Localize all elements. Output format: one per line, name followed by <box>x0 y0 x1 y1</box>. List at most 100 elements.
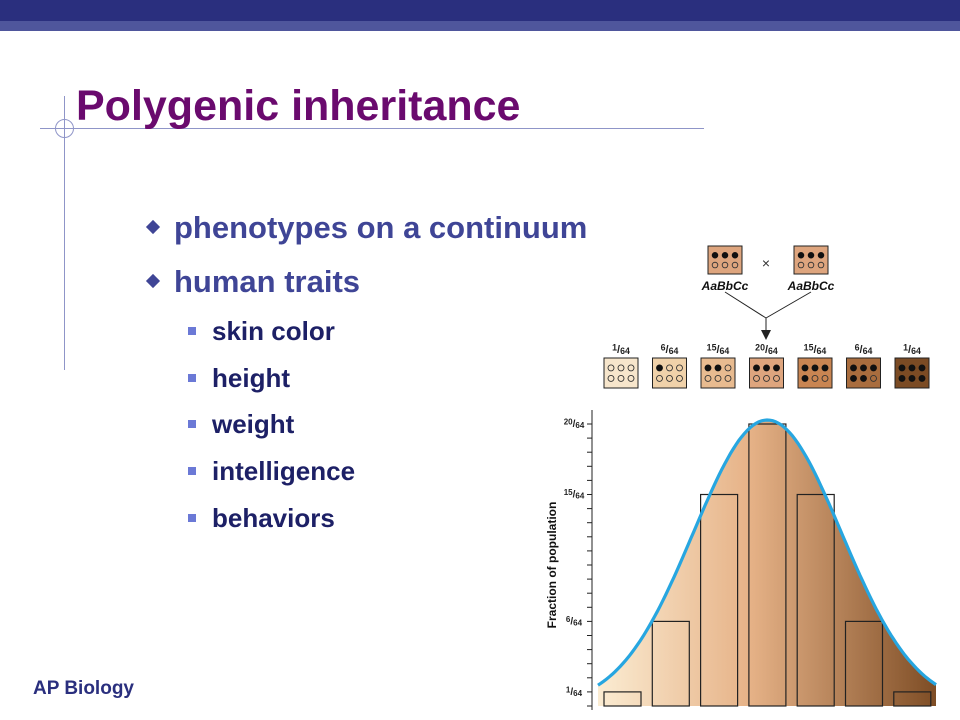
fraction-label: 15/64 <box>707 342 730 356</box>
sub-bullet-text: weight <box>212 409 295 439</box>
genotype-box <box>707 245 743 275</box>
bullet-item: human traits <box>145 264 360 300</box>
fraction-label: 6/64 <box>855 342 873 356</box>
dark-allele-dot <box>817 251 825 259</box>
dark-allele-dot <box>918 374 926 382</box>
sub-bullet-item: weight <box>188 409 294 440</box>
fraction-numerator: 1 <box>566 685 571 694</box>
sub-bullet-text: height <box>212 363 290 393</box>
light-allele-dot <box>617 374 625 382</box>
dark-allele-dot <box>908 374 916 382</box>
genotype-box <box>797 357 833 389</box>
fraction-slash: / <box>617 344 620 356</box>
dark-allele-dot <box>656 364 663 372</box>
fraction-denominator: 64 <box>573 689 582 698</box>
fraction-label: 20/64 <box>564 418 585 431</box>
fraction-slash: / <box>765 344 768 356</box>
fraction-slash: / <box>570 616 573 627</box>
dark-allele-dot <box>821 364 829 372</box>
fraction-slash: / <box>860 344 863 356</box>
fraction-numerator: 1 <box>612 342 617 352</box>
diamond-bullet-icon <box>145 273 161 288</box>
fraction-numerator: 20 <box>564 418 573 427</box>
light-allele-dot <box>753 374 760 382</box>
histogram-bar <box>651 620 690 707</box>
top-bar <box>0 0 960 21</box>
fraction-denominator: 64 <box>573 618 582 627</box>
sub-bullet-text: behaviors <box>212 503 335 533</box>
decor-vertical-line <box>64 96 65 370</box>
light-allele-dot <box>704 374 712 382</box>
dark-allele-dot <box>711 251 719 259</box>
dark-allele-dot <box>731 251 739 259</box>
fraction-numerator: 6 <box>566 615 571 624</box>
fraction-slash: / <box>666 344 669 356</box>
fraction-numerator: 1 <box>903 342 908 352</box>
fraction-label: 15/64 <box>564 488 585 501</box>
fraction-denominator: 64 <box>575 421 584 430</box>
fraction-label: 1/64 <box>612 342 630 356</box>
dark-allele-dot <box>797 251 805 259</box>
parental-cross: AaBbCc AaBbCc × <box>701 245 835 340</box>
light-allele-dot <box>763 374 770 382</box>
fraction-slash: / <box>573 419 576 430</box>
light-allele-dot <box>870 374 877 382</box>
light-allele-dot <box>797 261 805 269</box>
square-bullet-icon <box>188 514 196 523</box>
light-allele-dot <box>714 374 722 382</box>
genotype-box-bg <box>846 357 881 389</box>
dark-allele-dot <box>908 364 916 372</box>
fraction-label: 1/64 <box>903 342 921 356</box>
square-bullet-icon <box>188 374 196 383</box>
light-allele-dot <box>731 261 739 269</box>
dark-allele-dot <box>898 364 906 372</box>
histogram-bar <box>603 691 642 707</box>
sub-bullet-item: intelligence <box>188 456 355 487</box>
genotype-box-bg <box>652 357 687 389</box>
dark-allele-dot <box>860 364 867 372</box>
histogram-bar <box>893 691 932 707</box>
dark-allele-dot <box>807 251 815 259</box>
fraction-numerator: 20 <box>755 342 765 352</box>
fraction-slash: / <box>716 344 719 356</box>
offspring-row: 1/64 6/64 15/64 20/64 15/64 6/64 1/64 <box>603 342 930 389</box>
genotype-box <box>894 357 930 389</box>
light-allele-dot <box>666 374 673 382</box>
histogram-bar <box>796 493 835 707</box>
sub-bullet-text: skin color <box>212 316 335 346</box>
light-allele-dot <box>656 374 663 382</box>
dark-allele-dot <box>714 364 722 372</box>
genotype-box <box>603 357 639 389</box>
light-allele-dot <box>724 364 732 372</box>
top-bar-stripe <box>0 21 960 31</box>
fraction-label: 6/64 <box>566 615 583 628</box>
fraction-numerator: 15 <box>804 342 814 352</box>
diamond-bullet-icon <box>145 219 161 234</box>
light-allele-dot <box>721 261 729 269</box>
fraction-numerator: 6 <box>855 342 860 352</box>
decor-horizontal-line <box>40 128 704 129</box>
dark-allele-dot <box>850 364 857 372</box>
genotype-box-bg <box>894 357 930 389</box>
light-allele-dot <box>821 374 829 382</box>
dark-allele-dot <box>753 364 760 372</box>
dark-allele-dot <box>801 364 809 372</box>
light-allele-dot <box>627 374 635 382</box>
fraction-label: 20/64 <box>755 342 778 356</box>
genotype-box-bg <box>797 357 833 389</box>
fraction-denominator: 64 <box>669 346 679 356</box>
histogram-bar <box>844 620 884 707</box>
light-allele-dot <box>811 374 819 382</box>
cross-symbol: × <box>762 255 770 271</box>
square-bullet-icon <box>188 327 196 336</box>
dark-allele-dot <box>860 374 867 382</box>
fraction-label: 15/64 <box>804 342 827 356</box>
genotype-box <box>793 245 829 275</box>
dark-allele-dot <box>721 251 729 259</box>
fraction-denominator: 64 <box>863 346 873 356</box>
cross-line-left <box>724 291 767 319</box>
cross-arrowhead <box>761 330 771 340</box>
dark-allele-dot <box>773 364 780 372</box>
sub-bullet-item: height <box>188 363 290 394</box>
